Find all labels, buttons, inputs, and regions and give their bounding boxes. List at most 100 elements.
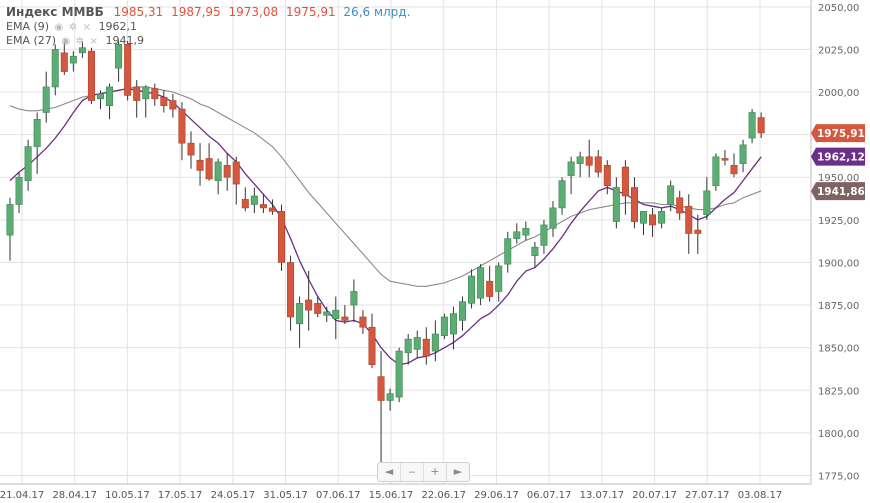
candle-body-down xyxy=(241,199,249,209)
candle-body-up xyxy=(78,47,86,54)
scroll-forward-button[interactable]: ► xyxy=(453,465,463,478)
candle-body-down xyxy=(585,156,593,166)
candle-body-down xyxy=(259,204,267,209)
price-tag-label: 1975,91 xyxy=(817,128,865,140)
candle-body-up xyxy=(214,161,222,181)
price-tag-bg xyxy=(811,182,865,201)
candle xyxy=(277,204,285,271)
candle-body-down xyxy=(377,376,385,401)
candle-body-up xyxy=(431,333,439,352)
price-tag-label: 1941,86 xyxy=(817,186,865,198)
eye-icon[interactable]: ◉ xyxy=(54,22,64,33)
candle-body-up xyxy=(504,238,512,265)
candle-body-up xyxy=(712,156,720,187)
x-axis: 21.04.17 28.04.17 10.05.17 17.05.17 24.05.17… xyxy=(0,490,782,501)
candle xyxy=(667,180,675,212)
candle xyxy=(287,255,295,331)
candle xyxy=(694,214,702,254)
candle-body-down xyxy=(621,166,629,197)
close-icon[interactable]: × xyxy=(89,36,99,47)
candle xyxy=(241,187,249,212)
candle-body-down xyxy=(160,96,168,106)
zoom-out-button[interactable]: ‒ xyxy=(401,463,424,481)
candle-body-down xyxy=(277,211,285,263)
candle xyxy=(513,223,521,244)
low-value: 1973,08 xyxy=(228,5,279,19)
candle xyxy=(431,320,439,362)
candle xyxy=(60,39,68,75)
candle-body-down xyxy=(60,52,68,72)
candle xyxy=(78,40,86,58)
candle xyxy=(205,143,213,181)
candle xyxy=(730,153,738,178)
candle-body-up xyxy=(323,311,331,316)
ema9-label: EMA (9) xyxy=(6,20,50,33)
x-tick-label: 13.07.17 xyxy=(580,490,625,501)
candle xyxy=(305,270,313,331)
candle xyxy=(133,80,141,118)
candle-body-up xyxy=(540,224,548,246)
x-tick-label: 17.05.17 xyxy=(158,490,203,501)
legend-main-row: Индекс ММВБ 1985,31 1987,95 1973,08 1975… xyxy=(6,4,410,20)
candle xyxy=(549,201,557,237)
y-tick-label: 2025,00 xyxy=(818,45,859,56)
candle-body-up xyxy=(440,316,448,337)
candle xyxy=(477,264,485,306)
candle xyxy=(576,151,584,178)
zoom-in-button[interactable]: + xyxy=(424,463,447,481)
candle-body-up xyxy=(6,204,14,236)
candle xyxy=(630,177,638,229)
candle xyxy=(87,47,95,104)
x-tick-label: 21.04.17 xyxy=(0,490,44,501)
candle-body-down xyxy=(305,299,313,311)
candle xyxy=(739,139,747,173)
candle-body-up xyxy=(612,187,620,222)
eye-icon[interactable]: ◉ xyxy=(61,36,71,47)
candle xyxy=(377,351,385,473)
candle-body-up xyxy=(386,393,394,401)
candle-body-up xyxy=(639,211,647,224)
candle-body-down xyxy=(187,142,195,156)
candle-body-up xyxy=(42,86,50,113)
candle xyxy=(612,177,620,229)
candle-body-down xyxy=(232,161,240,185)
candle xyxy=(33,112,41,174)
candle xyxy=(540,219,548,254)
price-tag-label: 1962,12 xyxy=(817,152,865,164)
candle xyxy=(124,40,132,101)
candle xyxy=(341,305,349,324)
candle-body-up xyxy=(667,185,675,205)
gear-icon[interactable]: ✲ xyxy=(75,36,85,47)
candle xyxy=(232,156,240,205)
instrument-title: Индекс ММВБ xyxy=(6,5,104,19)
ema9-layer xyxy=(9,87,762,366)
candle xyxy=(151,83,159,106)
candle xyxy=(594,149,602,178)
candle-body-up xyxy=(522,228,530,236)
y-tick-label: 2050,00 xyxy=(818,3,859,14)
scroll-back-button[interactable]: ◄ xyxy=(378,463,401,481)
gear-icon[interactable]: ✲ xyxy=(68,22,78,33)
legend-ema27-row: EMA (27) ◉ ✲ × 1941,9 xyxy=(6,34,410,48)
candle xyxy=(621,160,629,215)
candle-body-down xyxy=(757,117,765,134)
candle-body-down xyxy=(594,156,602,173)
candle-body-down xyxy=(341,316,349,321)
candle xyxy=(504,231,512,273)
candle-body-up xyxy=(250,195,258,205)
candle-body-down xyxy=(368,326,376,366)
candle-body-down xyxy=(685,205,693,234)
y-axis: 2050,002025,002000,001975,001950,001925,… xyxy=(818,3,859,483)
candle-body-down xyxy=(133,86,141,101)
candle-body-down xyxy=(268,207,276,212)
candle-body-up xyxy=(69,55,77,64)
candle-body-down xyxy=(87,50,95,101)
candle xyxy=(468,269,476,309)
close-icon[interactable]: × xyxy=(82,22,92,33)
candle-body-up xyxy=(15,176,23,205)
candle-body-up xyxy=(97,93,105,100)
candle xyxy=(332,296,340,340)
candle xyxy=(531,242,539,268)
candle xyxy=(395,347,403,403)
